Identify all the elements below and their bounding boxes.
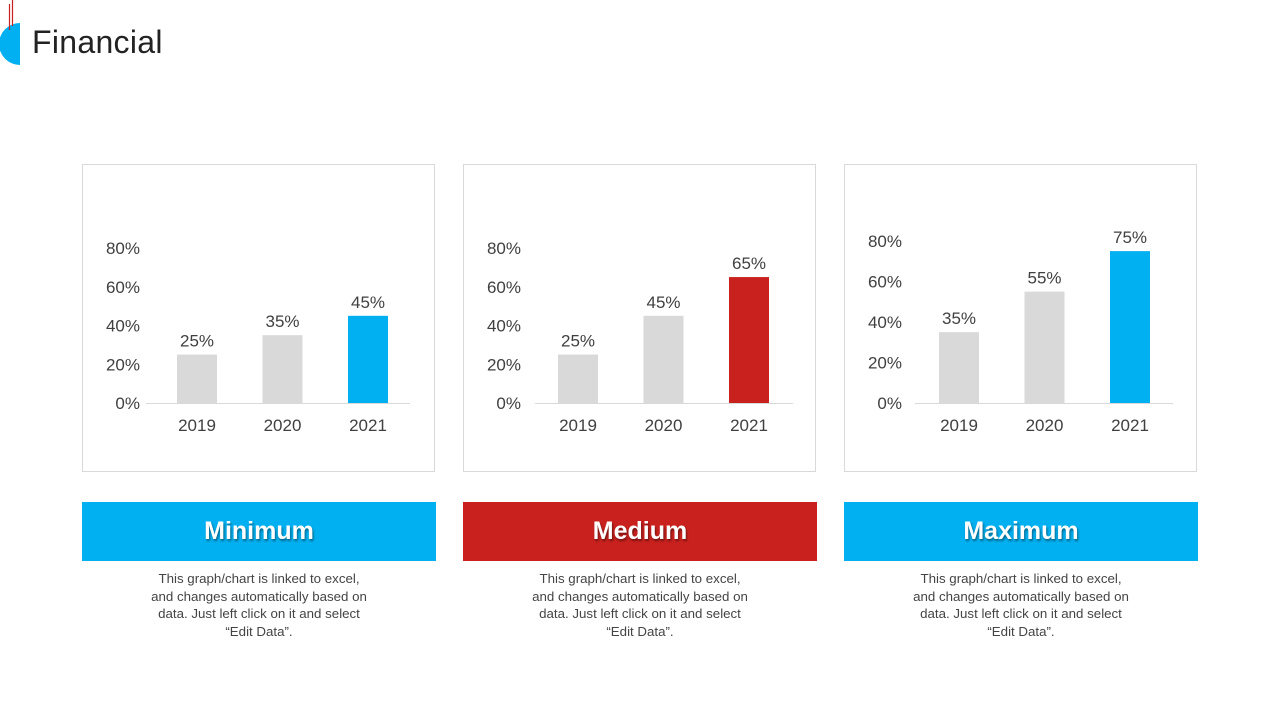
data-label: 45%	[351, 293, 385, 312]
chart-maximum[interactable]: 0% 20% 40% 60% 80% 35% 2019 55% 2020 75% 2021	[844, 164, 1197, 472]
data-label: 25%	[561, 332, 595, 351]
description-maximum: This graph/chart is linked to excel, and…	[844, 570, 1198, 640]
description-text: This graph/chart is linked to excel, and…	[151, 571, 367, 639]
data-label: 45%	[646, 293, 680, 312]
bar-2020[interactable]	[643, 315, 684, 403]
y-tick-label: 40%	[106, 317, 140, 336]
y-tick-label: 60%	[106, 278, 140, 297]
y-tick-label: 80%	[868, 232, 902, 251]
description-text: This graph/chart is linked to excel, and…	[913, 571, 1129, 639]
chart-medium-svg: 0% 20% 40% 60% 80% 25% 2019 45% 2020 65% 2021	[487, 239, 793, 435]
y-tick-label: 0%	[877, 394, 902, 413]
y-tick-label: 80%	[106, 239, 140, 258]
page-title: Financial	[32, 24, 163, 60]
chart-medium[interactable]: 0% 20% 40% 60% 80% 25% 2019 45% 2020 65% 2021	[463, 164, 816, 472]
x-tick-label: 2021	[730, 416, 768, 435]
banner-minimum: Minimum	[82, 502, 436, 561]
data-label: 35%	[265, 312, 299, 331]
banner-medium: Medium	[463, 502, 817, 561]
banner-label: Maximum	[963, 517, 1079, 545]
y-tick-label: 0%	[496, 394, 521, 413]
data-label: 35%	[942, 309, 976, 328]
bar-2019[interactable]	[177, 354, 217, 403]
y-tick-label: 0%	[115, 394, 140, 413]
banner-maximum: Maximum	[844, 502, 1198, 561]
x-tick-label: 2020	[264, 416, 302, 435]
description-medium: This graph/chart is linked to excel, and…	[463, 570, 817, 640]
bar-2021[interactable]	[1110, 251, 1150, 403]
x-tick-label: 2021	[1111, 416, 1149, 435]
bar-2021[interactable]	[348, 315, 388, 403]
y-tick-label: 80%	[487, 239, 521, 258]
x-tick-label: 2019	[559, 416, 597, 435]
y-tick-label: 20%	[868, 354, 902, 373]
description-text: This graph/chart is linked to excel, and…	[532, 571, 748, 639]
data-label: 25%	[180, 332, 214, 351]
chart-maximum-svg: 0% 20% 40% 60% 80% 35% 2019 55% 2020 75% 2021	[868, 228, 1173, 435]
y-tick-label: 40%	[868, 313, 902, 332]
bar-2020[interactable]	[1024, 291, 1065, 403]
banner-label: Minimum	[204, 517, 314, 545]
description-minimum: This graph/chart is linked to excel, and…	[82, 570, 436, 640]
chart-minimum[interactable]: 0% 20% 40% 60% 80% 25% 2019 35% 2020 45% 2021	[82, 164, 435, 472]
bar-2019[interactable]	[558, 354, 598, 403]
banner-label: Medium	[592, 517, 688, 545]
bar-2021[interactable]	[729, 277, 769, 403]
bar-2020[interactable]	[262, 335, 303, 403]
y-tick-label: 60%	[868, 273, 902, 292]
x-tick-label: 2021	[349, 416, 387, 435]
data-label: 65%	[732, 254, 766, 273]
y-tick-label: 60%	[487, 278, 521, 297]
x-tick-label: 2019	[178, 416, 216, 435]
x-tick-label: 2020	[645, 416, 683, 435]
data-label: 55%	[1027, 269, 1061, 288]
chart-minimum-svg: 0% 20% 40% 60% 80% 25% 2019 35% 2020 45% 2021	[106, 239, 410, 435]
bar-2019[interactable]	[939, 332, 979, 403]
y-tick-label: 20%	[106, 355, 140, 374]
logo-mark	[0, 0, 20, 65]
x-tick-label: 2019	[940, 416, 978, 435]
data-label: 75%	[1113, 228, 1147, 247]
x-tick-label: 2020	[1026, 416, 1064, 435]
y-tick-label: 20%	[487, 355, 521, 374]
y-tick-label: 40%	[487, 317, 521, 336]
